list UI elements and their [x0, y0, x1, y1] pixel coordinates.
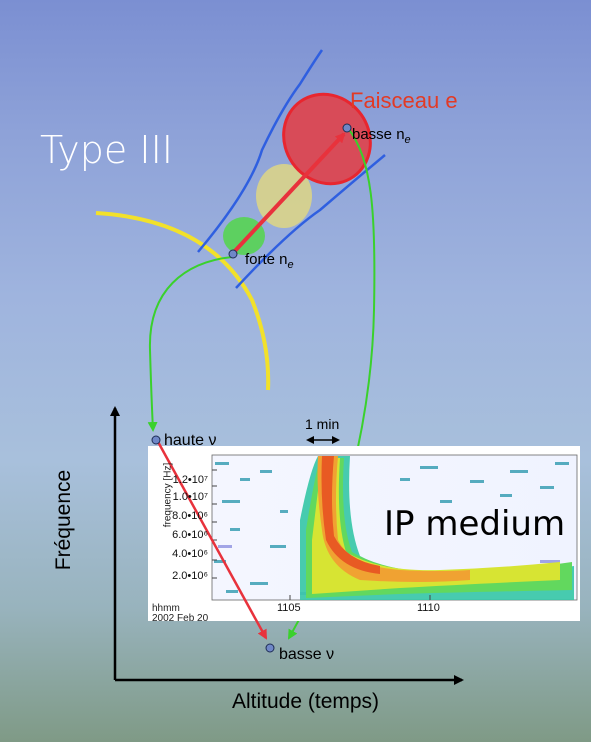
time-unit-label: hhmm: [152, 603, 180, 614]
shock-front-curve: [95, 211, 271, 391]
path-high-density-to-high-freq: [147, 256, 233, 432]
spectrogram-time-unit: hhmm 2002 Feb 20: [152, 604, 208, 624]
spectrogram-y-title: frequency [Hz]: [162, 462, 174, 528]
low-density-label: basse ne: [352, 126, 411, 146]
freq-tick: 2.0•10⁶: [172, 570, 208, 582]
time-tick: 1110: [417, 602, 440, 614]
x-axis-label: Altitude (temps): [232, 690, 380, 713]
high-frequency-label: haute ν: [164, 432, 217, 449]
flux-tube-left-edge: [197, 49, 324, 253]
high-density-point: [228, 249, 238, 259]
high-freq-point: [151, 435, 161, 445]
high-density-subscript: e: [287, 259, 294, 271]
y-axis-label: Fréquence: [52, 469, 75, 571]
electron-beam-label: Faisceau e: [350, 88, 458, 113]
low-density-point: [342, 123, 352, 133]
drift-arrow: [155, 439, 268, 640]
low-density-subscript: e: [404, 134, 411, 146]
low-density-text: basse n: [352, 126, 405, 143]
spectrogram: [148, 446, 580, 621]
emission-blob-green: [223, 217, 265, 255]
date-label: 2002 Feb 20: [152, 613, 209, 624]
ip-medium-label: IP medium: [384, 504, 566, 544]
freq-tick: 1.2•10⁷: [172, 474, 208, 486]
high-density-text: forte n: [245, 251, 288, 268]
type-iii-title: Type III: [40, 128, 173, 172]
freq-tick: 1.0•10⁷: [172, 491, 208, 503]
time-scale-label: 1 min: [305, 416, 340, 432]
low-frequency-label: basse ν: [279, 646, 335, 663]
low-freq-point: [265, 643, 275, 653]
freq-tick: 6.0•10⁶: [172, 529, 208, 541]
high-density-label: forte ne: [245, 251, 294, 271]
time-tick: 1105: [277, 602, 301, 614]
electron-beam-ellipse: [282, 92, 372, 186]
freq-tick: 8.0•10⁶: [172, 510, 208, 522]
beam-arrow: [231, 132, 346, 255]
flux-tube-right-edge: [235, 154, 386, 289]
freq-tick: 4.0•10⁶: [172, 548, 208, 560]
